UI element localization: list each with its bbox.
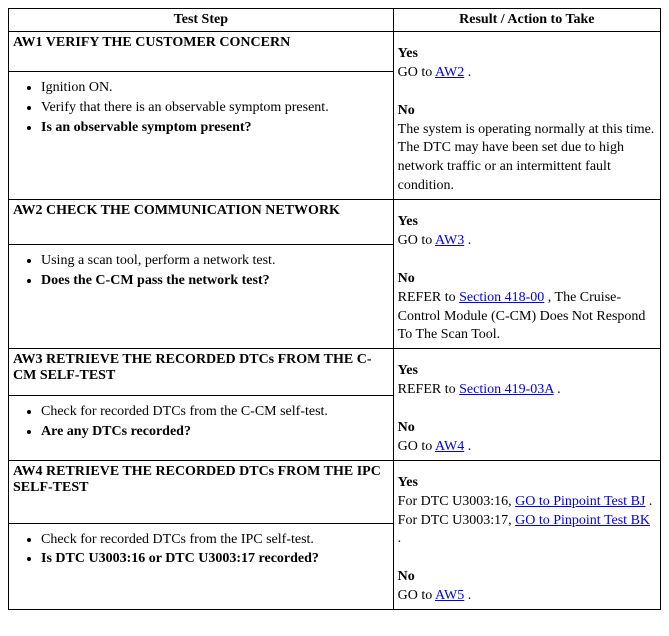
- no-label: No: [398, 103, 415, 118]
- list-item: Are any DTCs recorded?: [41, 423, 389, 442]
- table-row: AW2 CHECK THE COMMUNICATION NETWORK Yes …: [9, 200, 661, 245]
- result-cell: Yes For DTC U3003:16, GO to Pinpoint Tes…: [393, 460, 660, 609]
- step-body: Using a scan tool, perform a network tes…: [9, 244, 394, 349]
- list-item: Verify that there is an observable sympt…: [41, 99, 389, 118]
- list-item: Ignition ON.: [41, 79, 389, 98]
- result-text: .: [398, 531, 402, 546]
- result-text: .: [464, 233, 471, 248]
- no-label: No: [398, 569, 415, 584]
- list-item: Check for recorded DTCs from the C-CM se…: [41, 403, 389, 422]
- step-body: Check for recorded DTCs from the C-CM se…: [9, 396, 394, 461]
- step-title: AW1 VERIFY THE CUSTOMER CONCERN: [9, 32, 394, 72]
- bullet-list: Check for recorded DTCs from the IPC sel…: [13, 531, 389, 570]
- no-label: No: [398, 271, 415, 286]
- no-label: No: [398, 420, 415, 435]
- result-text: For DTC U3003:16,: [398, 494, 515, 509]
- step-title: AW3 RETRIEVE THE RECORDED DTCs FROM THE …: [9, 349, 394, 396]
- yes-label: Yes: [398, 46, 418, 61]
- link-section-418[interactable]: Section 418-00: [459, 290, 544, 305]
- list-item: Is DTC U3003:16 or DTC U3003:17 recorded…: [41, 550, 389, 569]
- yes-label: Yes: [398, 475, 418, 490]
- result-text: .: [464, 588, 471, 603]
- result-text: REFER to: [398, 290, 459, 305]
- result-cell: Yes REFER to Section 419-03A . No GO to …: [393, 349, 660, 460]
- list-item: Check for recorded DTCs from the IPC sel…: [41, 531, 389, 550]
- link-aw4[interactable]: AW4: [435, 439, 464, 454]
- result-text: GO to: [398, 439, 435, 454]
- step-title: AW2 CHECK THE COMMUNICATION NETWORK: [9, 200, 394, 245]
- link-aw2[interactable]: AW2: [435, 65, 464, 80]
- list-item: Does the C-CM pass the network test?: [41, 272, 389, 291]
- step-title: AW4 RETRIEVE THE RECORDED DTCs FROM THE …: [9, 460, 394, 523]
- result-text: The system is operating normally at this…: [398, 122, 655, 194]
- result-text: REFER to: [398, 382, 459, 397]
- header-test-step: Test Step: [9, 9, 394, 32]
- result-cell: Yes GO to AW2 . No The system is operati…: [393, 32, 660, 200]
- result-text: .: [554, 382, 561, 397]
- diagnostic-table: Test Step Result / Action to Take AW1 VE…: [8, 8, 661, 610]
- yes-label: Yes: [398, 214, 418, 229]
- result-text: GO to: [398, 65, 435, 80]
- link-aw5[interactable]: AW5: [435, 588, 464, 603]
- bullet-list: Check for recorded DTCs from the C-CM se…: [13, 403, 389, 442]
- result-text: GO to: [398, 588, 435, 603]
- link-pinpoint-bk[interactable]: GO to Pinpoint Test BK: [515, 513, 650, 528]
- result-text: .: [464, 65, 471, 80]
- header-result: Result / Action to Take: [393, 9, 660, 32]
- result-text: GO to: [398, 233, 435, 248]
- table-row: AW3 RETRIEVE THE RECORDED DTCs FROM THE …: [9, 349, 661, 396]
- link-aw3[interactable]: AW3: [435, 233, 464, 248]
- list-item: Using a scan tool, perform a network tes…: [41, 252, 389, 271]
- step-body: Check for recorded DTCs from the IPC sel…: [9, 523, 394, 610]
- link-pinpoint-bj[interactable]: GO to Pinpoint Test BJ: [515, 494, 645, 509]
- link-section-419[interactable]: Section 419-03A: [459, 382, 554, 397]
- list-item: Is an observable symptom present?: [41, 119, 389, 138]
- yes-label: Yes: [398, 363, 418, 378]
- result-text: .: [464, 439, 471, 454]
- result-cell: Yes GO to AW3 . No REFER to Section 418-…: [393, 200, 660, 349]
- bullet-list: Ignition ON. Verify that there is an obs…: [13, 79, 389, 138]
- bullet-list: Using a scan tool, perform a network tes…: [13, 252, 389, 291]
- step-body: Ignition ON. Verify that there is an obs…: [9, 72, 394, 200]
- table-row: AW4 RETRIEVE THE RECORDED DTCs FROM THE …: [9, 460, 661, 523]
- table-row: AW1 VERIFY THE CUSTOMER CONCERN Yes GO t…: [9, 32, 661, 72]
